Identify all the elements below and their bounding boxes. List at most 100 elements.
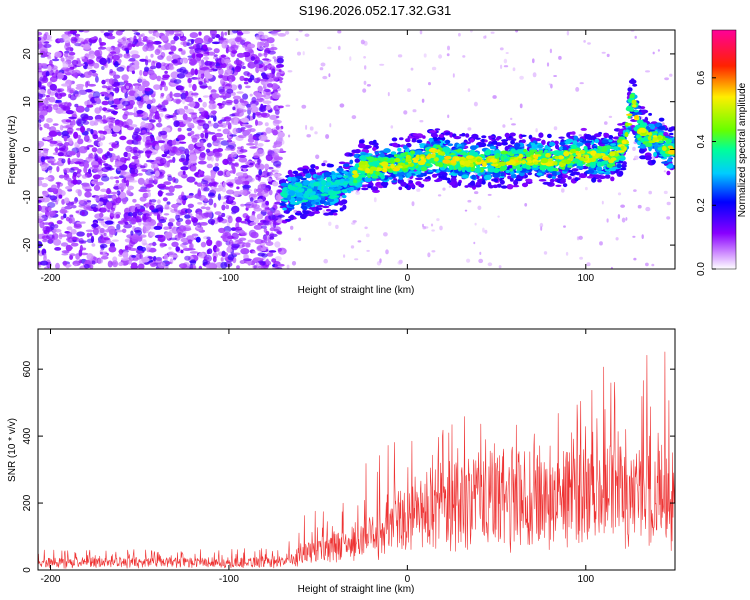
heatmap-cell — [465, 133, 470, 138]
heatmap-cell — [66, 177, 72, 182]
heatmap-cell — [561, 146, 568, 151]
heatmap-cell — [222, 128, 230, 135]
heatmap-cell — [85, 89, 93, 93]
heatmap-cell — [239, 189, 248, 195]
heatmap-cell — [160, 92, 165, 97]
heatmap-cell — [471, 133, 479, 139]
heatmap-cell — [620, 204, 625, 208]
heatmap-cell — [218, 37, 227, 41]
heatmap-cell — [391, 137, 398, 142]
heatmap-cell — [72, 201, 78, 204]
heatmap-cell — [355, 191, 361, 195]
heatmap-cell — [151, 60, 156, 68]
heatmap-cell — [131, 255, 137, 258]
heatmap-cell — [145, 159, 155, 163]
heatmap-cell — [164, 261, 172, 265]
heatmap-cell — [244, 180, 250, 185]
heatmap-cell — [610, 266, 613, 269]
heatmap-cell — [112, 125, 121, 133]
heatmap-cell — [60, 215, 64, 220]
heatmap-cell — [246, 143, 255, 146]
heatmap-cell — [136, 96, 142, 102]
heatmap-cell — [76, 63, 85, 67]
heatmap-cell — [221, 122, 227, 128]
heatmap-cell — [322, 75, 328, 80]
heatmap-cell — [207, 120, 212, 124]
heatmap-cell — [490, 31, 495, 34]
heatmap-cell — [100, 30, 105, 33]
heatmap-cell — [195, 224, 201, 230]
heatmap-cell — [106, 35, 116, 40]
heatmap-cell — [584, 134, 592, 140]
heatmap-cell — [285, 104, 291, 107]
heatmap-cell — [239, 75, 245, 81]
heatmap-cell — [500, 64, 503, 70]
heatmap-cell — [573, 135, 579, 141]
heatmap-cell — [63, 35, 71, 43]
heatmap-cell — [473, 101, 478, 107]
heatmap-cell — [166, 115, 174, 119]
heatmap-cell — [202, 44, 208, 50]
heatmap-cell — [538, 179, 547, 182]
heatmap-cell — [49, 143, 55, 147]
heatmap-cell — [448, 185, 452, 188]
heatmap-cell — [48, 210, 56, 217]
heatmap-cell — [93, 227, 99, 236]
heatmap-cell — [83, 162, 90, 169]
heatmap-cell — [220, 261, 228, 269]
heatmap-cell — [612, 146, 619, 151]
heatmap-cell — [75, 253, 80, 260]
heatmap-cell — [83, 43, 91, 50]
heatmap-cell — [168, 237, 178, 241]
heatmap-cell — [39, 126, 43, 131]
heatmap-cell — [261, 34, 269, 41]
heatmap-cell — [127, 59, 135, 62]
heatmap-cell — [100, 255, 109, 260]
heatmap-cell — [599, 241, 603, 246]
heatmap-cell — [397, 147, 402, 152]
heatmap-cell — [532, 72, 537, 78]
heatmap-cell — [470, 145, 477, 151]
heatmap-cell — [142, 242, 148, 246]
heatmap-cell — [54, 162, 60, 165]
heatmap-cell — [310, 201, 316, 205]
heatmap-cell — [206, 80, 209, 83]
heatmap-cell — [172, 257, 177, 261]
heatmap-cell — [629, 93, 635, 99]
heatmap-cell — [114, 60, 119, 68]
heatmap-cell — [139, 69, 143, 76]
heatmap-cell — [295, 175, 304, 179]
heatmap-cell — [150, 72, 157, 80]
heatmap-cell — [184, 214, 191, 219]
heatmap-cell — [648, 145, 652, 152]
heatmap-cell — [458, 32, 461, 37]
heatmap-cell — [321, 205, 330, 209]
heatmap-cell — [226, 63, 233, 71]
heatmap-cell — [242, 93, 249, 100]
heatmap-cell — [599, 143, 606, 147]
heatmap-cell — [126, 189, 131, 196]
heatmap-cell — [606, 218, 609, 223]
heatmap-cell — [431, 173, 438, 178]
heatmap-cell — [130, 230, 134, 236]
heatmap-cell — [94, 154, 99, 162]
heatmap-cell — [176, 73, 186, 79]
heatmap-cell — [49, 195, 58, 201]
heatmap-cell — [160, 81, 166, 88]
heatmap-cell — [273, 140, 283, 148]
heatmap-cell — [47, 88, 51, 95]
heatmap-cell — [139, 196, 147, 202]
heatmap-cell — [154, 257, 163, 265]
heatmap-cell — [543, 251, 548, 255]
heatmap-cell — [323, 172, 331, 178]
heatmap-cell — [185, 195, 194, 199]
heatmap-cell — [46, 117, 53, 123]
heatmap-cell — [625, 217, 628, 221]
heatmap-cell — [45, 103, 53, 107]
heatmap-cell — [42, 190, 49, 197]
heatmap-cell — [274, 201, 282, 205]
heatmap-cell — [136, 109, 144, 114]
heatmap-cell — [620, 155, 625, 159]
heatmap-cell — [264, 51, 268, 58]
heatmap-cell — [257, 252, 266, 257]
